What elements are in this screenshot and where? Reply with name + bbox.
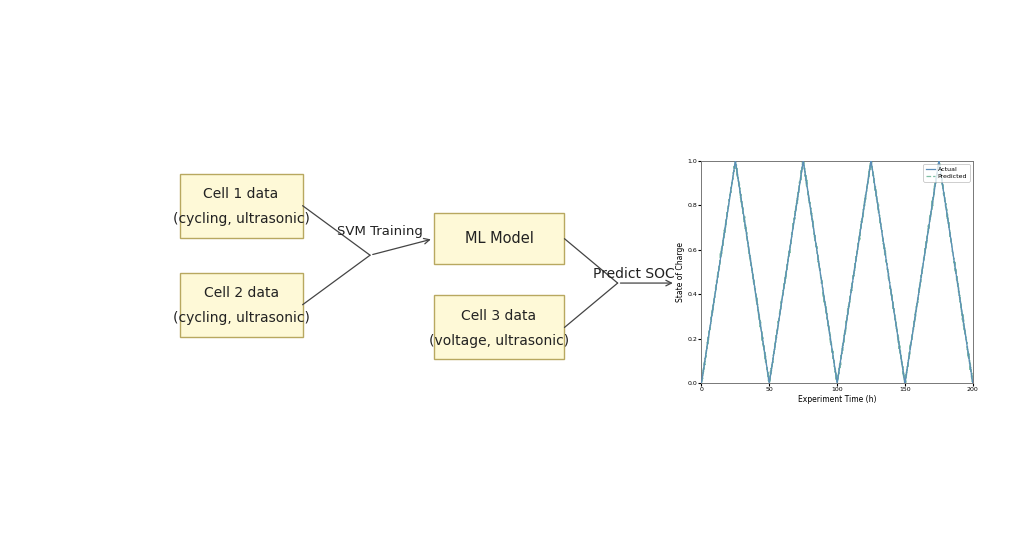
Text: Cell 3 data: Cell 3 data xyxy=(462,309,537,323)
Text: Cell 1 data: Cell 1 data xyxy=(204,187,279,201)
Legend: Actual, Predicted: Actual, Predicted xyxy=(924,164,970,182)
Text: (cycling, ultrasonic): (cycling, ultrasonic) xyxy=(173,212,309,226)
Actual xyxy=(967,380,979,386)
Text: (voltage, ultrasonic): (voltage, ultrasonic) xyxy=(429,333,569,348)
Predicted xyxy=(962,345,974,352)
Text: Predict SOC: Predict SOC xyxy=(594,266,675,280)
FancyBboxPatch shape xyxy=(179,174,303,237)
Predicted xyxy=(695,379,708,385)
Text: Cell 2 data: Cell 2 data xyxy=(204,286,279,300)
FancyBboxPatch shape xyxy=(433,295,564,360)
X-axis label: Experiment Time (h): Experiment Time (h) xyxy=(798,395,877,404)
Actual xyxy=(962,346,974,352)
Actual xyxy=(933,158,945,164)
Actual xyxy=(800,173,812,179)
Actual xyxy=(811,250,823,256)
Predicted xyxy=(763,380,775,386)
Predicted xyxy=(800,175,812,181)
Actual xyxy=(695,380,708,386)
Text: ML Model: ML Model xyxy=(465,231,534,246)
Line: Predicted: Predicted xyxy=(701,161,973,383)
Predicted xyxy=(932,158,944,165)
Predicted xyxy=(742,243,755,250)
Line: Actual: Actual xyxy=(701,161,973,383)
Actual xyxy=(742,244,755,250)
Predicted xyxy=(729,158,741,164)
Actual xyxy=(932,162,944,168)
Predicted xyxy=(811,250,823,256)
Actual xyxy=(726,177,738,183)
Text: (cycling, ultrasonic): (cycling, ultrasonic) xyxy=(173,311,309,325)
Text: SVM Training: SVM Training xyxy=(338,226,423,239)
Y-axis label: State of Charge: State of Charge xyxy=(676,242,685,302)
Predicted xyxy=(967,380,979,386)
FancyBboxPatch shape xyxy=(179,273,303,337)
FancyBboxPatch shape xyxy=(433,213,564,264)
Predicted xyxy=(726,177,738,183)
